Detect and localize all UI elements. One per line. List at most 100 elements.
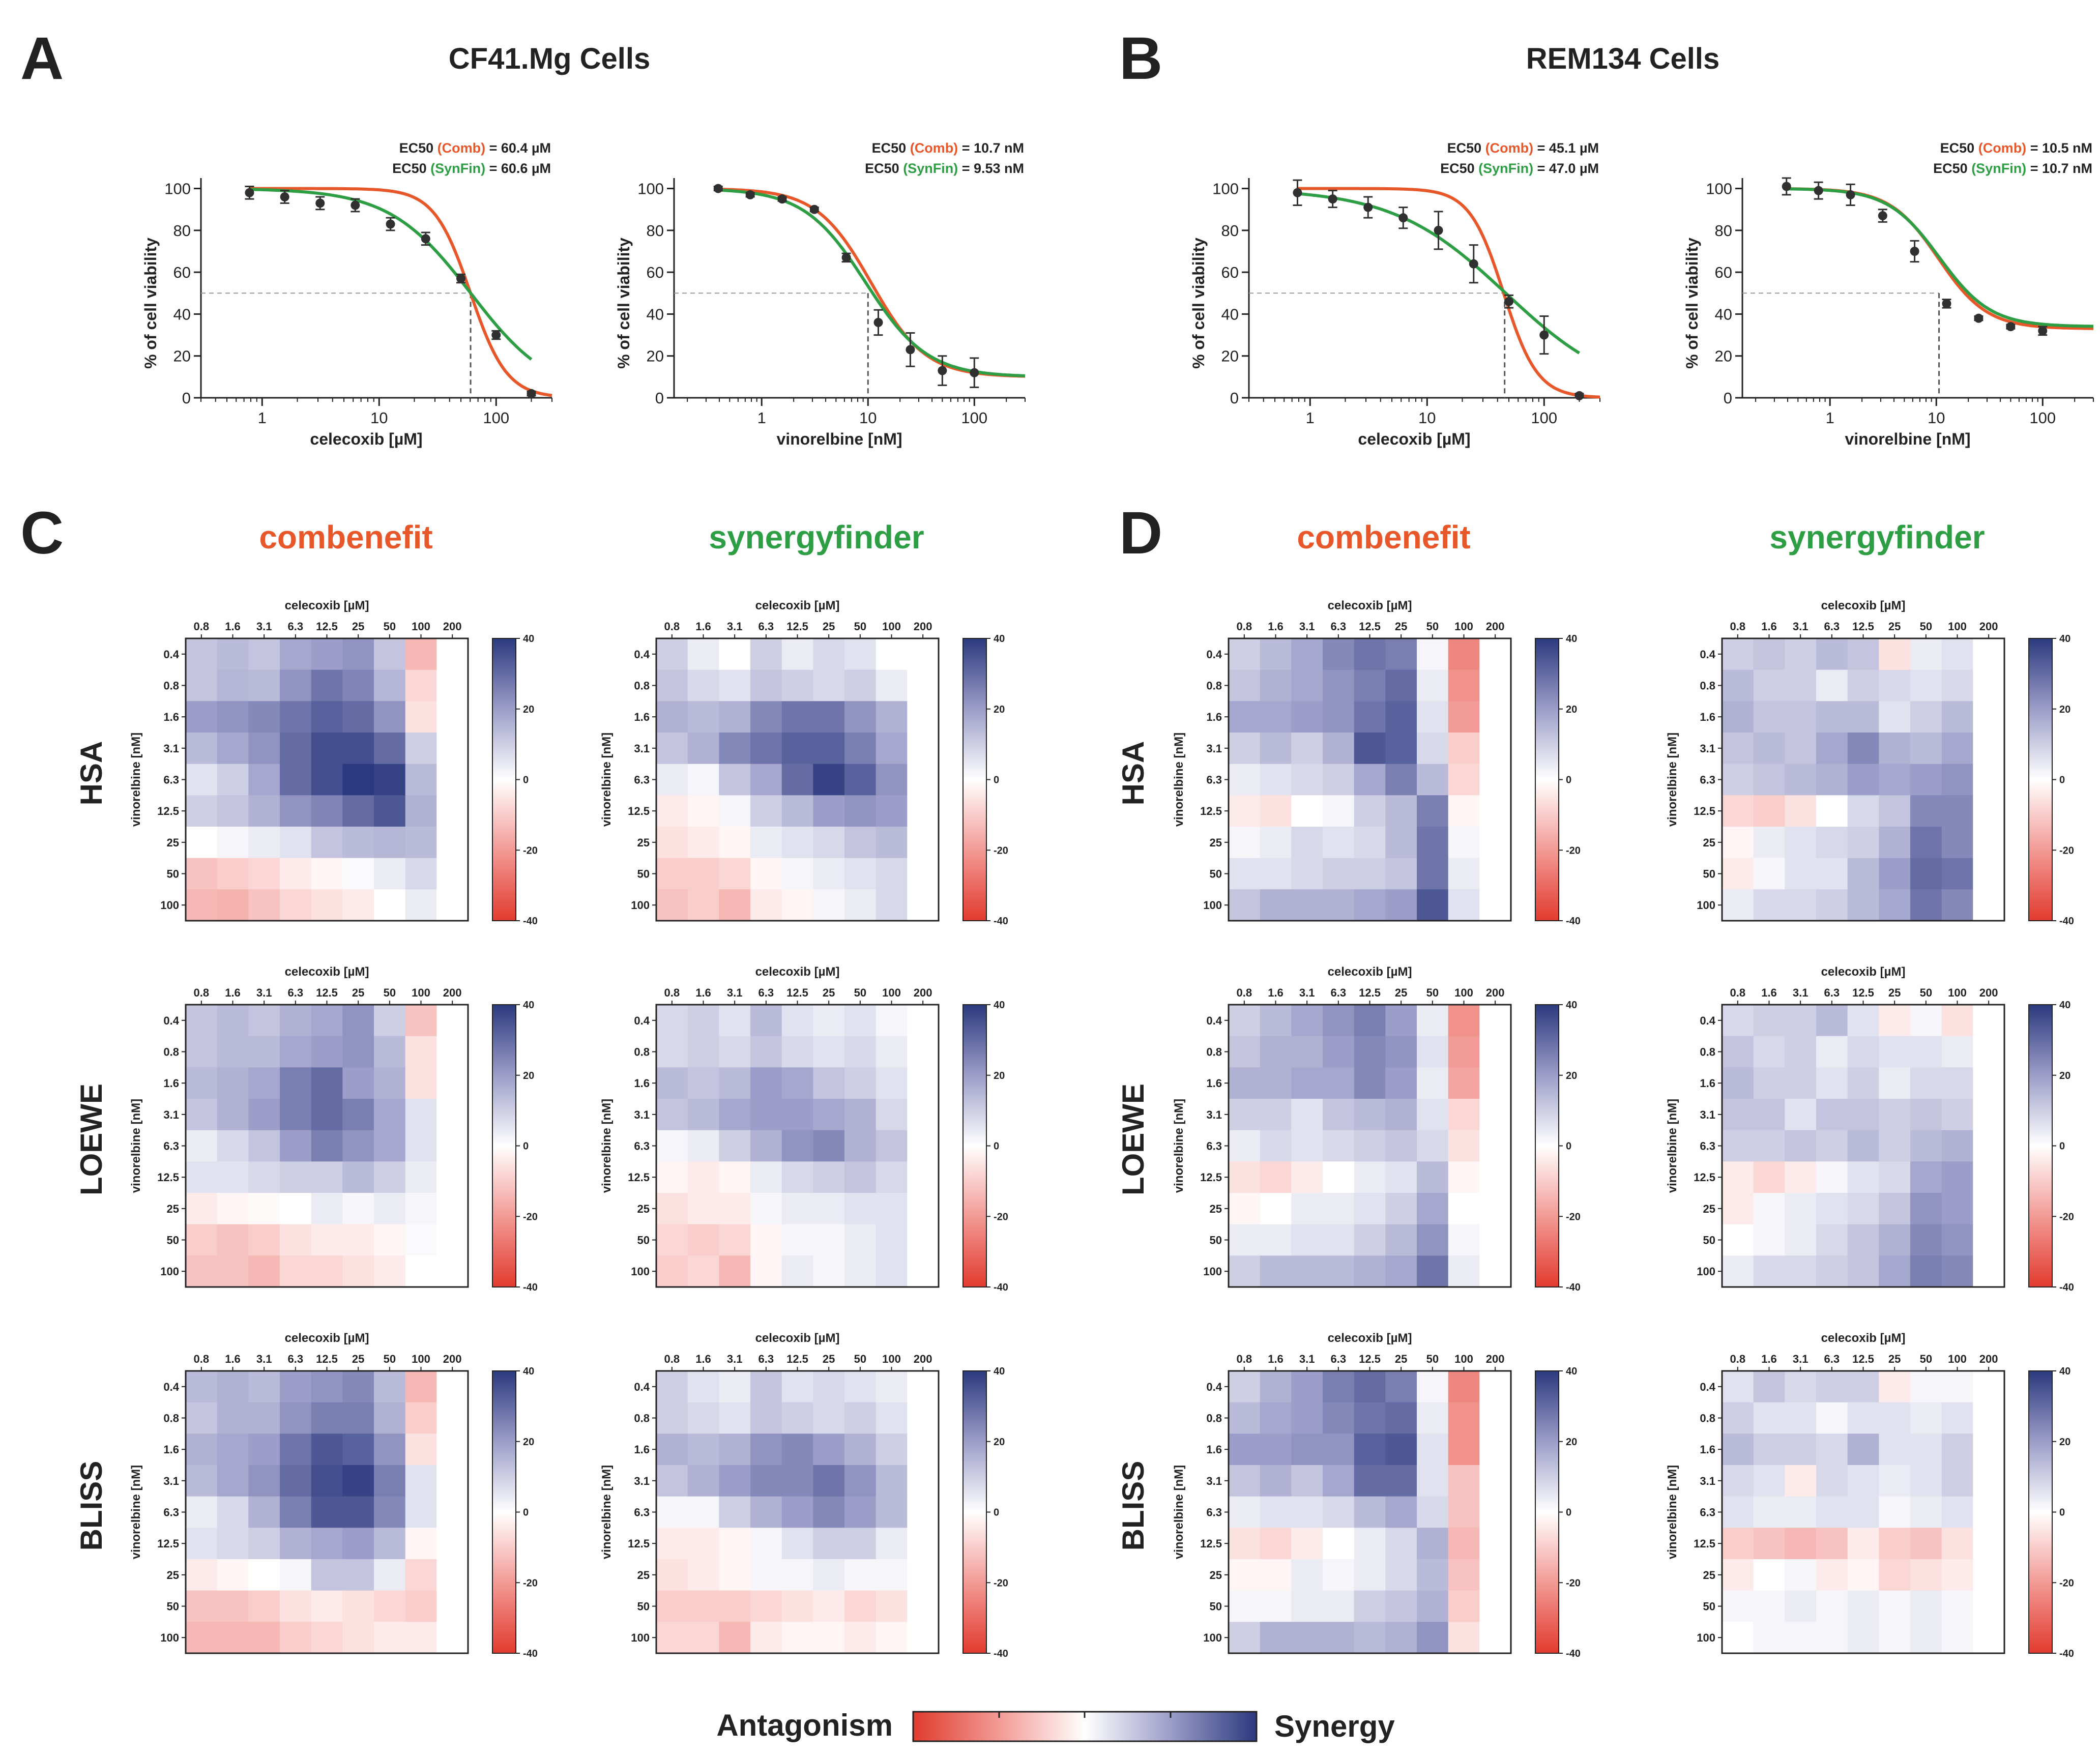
heatmap-y-tick-label: 50 xyxy=(167,1600,179,1613)
heatmap-cell xyxy=(750,1005,782,1037)
panel-b-title: REM134 Cells xyxy=(1526,42,1719,75)
heatmap-cell xyxy=(1847,1130,1879,1162)
ec50-annotation: EC50 (Comb) = 45.1 µM xyxy=(1447,140,1599,156)
heatmap-x-tick-label: 200 xyxy=(1979,1353,1998,1365)
heatmap-cell xyxy=(342,638,374,670)
heatmap-cell xyxy=(1323,1465,1355,1497)
heatmap-cell xyxy=(1847,795,1879,827)
heatmap-cell xyxy=(687,1005,719,1037)
data-point xyxy=(1434,225,1443,235)
heatmap-cell xyxy=(719,638,751,670)
heatmap-y-tick-label: 6.3 xyxy=(1700,1506,1715,1519)
heatmap-cell xyxy=(405,1130,437,1162)
heatmap-cell xyxy=(186,795,218,827)
heatmap-cell xyxy=(1417,1496,1449,1528)
heatmap-cell xyxy=(311,1005,343,1037)
heatmap-cell xyxy=(1229,1161,1261,1193)
heatmap-cell xyxy=(1323,733,1355,765)
heatmap-cell xyxy=(1448,1496,1480,1528)
heatmap-cell xyxy=(1323,1402,1355,1434)
heatmap-cell xyxy=(813,1161,845,1193)
heatmap-cell xyxy=(1417,1099,1449,1131)
heatmap-x-tick-label: 3.1 xyxy=(1793,986,1809,999)
heatmap-y-tick-label: 3.1 xyxy=(1700,742,1715,755)
heatmap-cell xyxy=(1354,1590,1386,1622)
heatmap-cell xyxy=(374,638,406,670)
heatmap-cell xyxy=(1229,1193,1261,1225)
heatmap-cell xyxy=(436,1433,469,1466)
heatmap-cell xyxy=(1847,1099,1879,1131)
heatmap-cell xyxy=(405,1402,437,1434)
heatmap-cell xyxy=(1785,1005,1817,1037)
heatmap-cell xyxy=(1354,1433,1386,1466)
heatmap-cell xyxy=(342,889,374,921)
heatmap-x-tick-label: 100 xyxy=(882,986,901,999)
heatmap-cell xyxy=(1973,1371,2005,1403)
y-tick-label: 60 xyxy=(1221,264,1239,281)
heatmap-cell xyxy=(1941,1496,1973,1528)
heatmap-cell xyxy=(1291,889,1323,921)
heatmap-cell xyxy=(1785,858,1817,890)
heatmap-cell xyxy=(781,669,813,701)
heatmap-cell xyxy=(687,1255,719,1287)
data-point xyxy=(1328,194,1337,204)
heatmap-cell xyxy=(1479,795,1511,827)
heatmap-cell xyxy=(405,1433,437,1466)
heatmap-cell xyxy=(248,1036,280,1068)
heatmap-cell xyxy=(311,1255,343,1287)
heatmap-x-tick-label: 6.3 xyxy=(1824,986,1840,999)
heatmap-cell xyxy=(1910,1036,1942,1068)
heatmap-cell xyxy=(1260,1559,1292,1591)
heatmap-cell xyxy=(1229,701,1261,733)
heatmap-cell xyxy=(248,669,280,701)
heatmap-y-tick-label: 25 xyxy=(167,1569,179,1582)
heatmap-x-tick-label: 100 xyxy=(1948,986,1967,999)
heatmap-cell xyxy=(405,733,437,765)
heatmap-cell xyxy=(1260,1622,1292,1654)
heatmap-cell xyxy=(342,669,374,701)
heatmap-cell xyxy=(1385,1433,1417,1466)
heatmap-cell xyxy=(374,1224,406,1256)
heatmap-cell xyxy=(1229,795,1261,827)
heatmap-x-tick-label: 12.5 xyxy=(786,620,808,633)
heatmap-cell xyxy=(876,638,908,670)
heatmap-cell xyxy=(1323,1224,1355,1256)
heatmap-cell xyxy=(1479,1402,1511,1434)
data-point xyxy=(1539,330,1549,340)
heatmap-cell xyxy=(1910,1099,1942,1131)
heatmap-y-axis-label: vinorelbine [nM] xyxy=(129,733,143,827)
heatmap-cell xyxy=(1260,1433,1292,1466)
heatmap-colorbar xyxy=(492,1004,516,1287)
heatmap-cell xyxy=(1354,764,1386,796)
heatmap-cell xyxy=(1879,1590,1911,1622)
heatmap-cell xyxy=(1448,1402,1480,1434)
heatmap-cell xyxy=(1722,1496,1754,1528)
heatmap-cell xyxy=(719,1433,751,1466)
x-tick-label: 1 xyxy=(757,409,766,427)
heatmap-cell xyxy=(813,1130,845,1162)
heatmap-cell xyxy=(1291,1067,1323,1099)
heatmap-cell xyxy=(1448,1036,1480,1068)
heatmap-x-tick-label: 50 xyxy=(1920,986,1932,999)
heatmap-cell xyxy=(656,1193,688,1225)
heatmap-x-tick-label: 25 xyxy=(823,620,835,633)
heatmap-y-tick-label: 100 xyxy=(160,1265,179,1278)
heatmap-cell xyxy=(1722,1590,1754,1622)
heatmap-cell xyxy=(342,827,374,859)
heatmap-cell xyxy=(405,701,437,733)
panel-d-col2-title: synergyfinder xyxy=(1769,519,1985,555)
heatmap-cell xyxy=(1722,1371,1754,1403)
heatmap-cell xyxy=(374,701,406,733)
heatmap-cell xyxy=(1229,1067,1261,1099)
colorbar-tick-label: 40 xyxy=(2059,633,2070,645)
heatmap-cell xyxy=(907,1528,939,1560)
heatmap-y-tick-label: 50 xyxy=(167,1234,179,1247)
y-tick-label: 80 xyxy=(1221,222,1239,240)
heatmap-x-tick-label: 3.1 xyxy=(727,986,743,999)
heatmap-cell xyxy=(311,827,343,859)
heatmap-cell xyxy=(1323,1067,1355,1099)
heatmap-x-tick-label: 25 xyxy=(1395,620,1407,633)
heatmap-x-tick-label: 0.8 xyxy=(194,620,210,633)
heatmap-cell xyxy=(436,638,469,670)
